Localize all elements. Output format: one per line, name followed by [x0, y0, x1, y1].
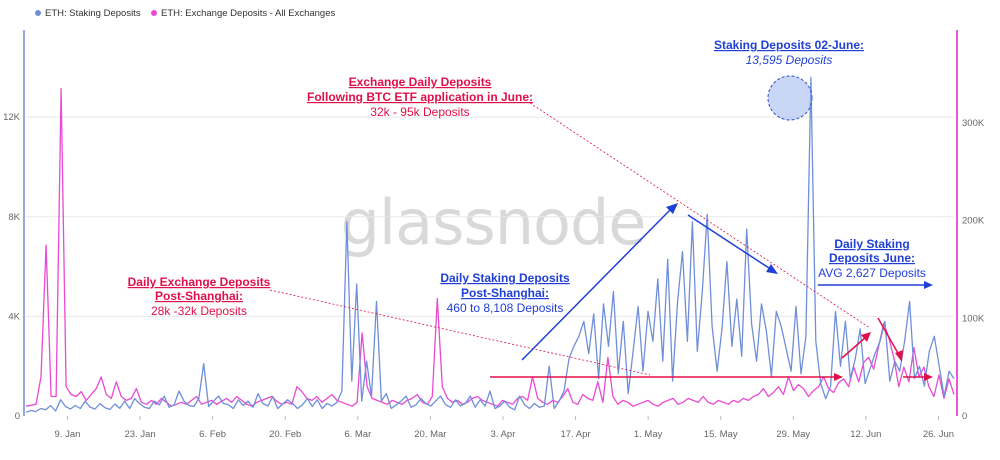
peak-highlight-circle [767, 75, 813, 121]
left-axis: 0 4K 8K 12K [3, 30, 25, 422]
x-tick-label: 1. May [634, 429, 663, 440]
x-tick-label: 6. Mar [344, 429, 371, 440]
series-layer [25, 76, 955, 413]
x-tick-label: 20. Mar [414, 429, 446, 440]
annotation-staking-june-title-1: Daily Staking [834, 237, 909, 251]
series-line-exchange-deposits [25, 87, 955, 407]
x-tick-label: 26. Jun [923, 429, 954, 440]
annotation-exchange-june-title-1: Exchange Daily Deposits [349, 75, 492, 89]
arrow-exchange-up-head [861, 332, 871, 342]
x-tick-label: 9. Jan [55, 429, 81, 440]
annotation-exchange-june: Exchange Daily Deposits Following BTC ET… [307, 75, 533, 119]
annotation-exchange-shanghai-title-1: Daily Exchange Deposits [128, 275, 271, 289]
arrow-exchange-end-head [924, 373, 933, 381]
x-axis: 9. Jan 23. Jan 6. Feb 20. Feb 6. Mar 20. Mar 3… [55, 416, 954, 440]
arrow-staking-down-head [766, 264, 778, 274]
annotation-exchange-shanghai-sub: 28k -32k Deposits [151, 304, 247, 318]
y-left-tick-label: 8K [8, 212, 20, 223]
arrow-staking-down [687, 214, 773, 271]
legend-swatch-exchange [151, 10, 157, 16]
y-left-tick-label: 0 [15, 411, 20, 422]
annotation-exchange-shanghai-title-2: Post-Shanghai: [155, 289, 243, 303]
watermark: glassnode [341, 186, 646, 259]
x-tick-label: 29. May [776, 429, 810, 440]
annotation-exchange-june-sub: 32k - 95k Deposits [370, 105, 469, 119]
x-tick-label: 17. Apr [560, 429, 590, 440]
x-tick-label: 3. Apr [491, 429, 516, 440]
x-tick-label: 20. Feb [269, 429, 301, 440]
legend-label-exchange: ETH: Exchange Deposits - All Exchanges [161, 8, 336, 19]
series-line-staking-deposits [25, 76, 955, 413]
annotation-graphics [269, 75, 933, 381]
right-axis: 0 100K 200K 300K [956, 30, 985, 422]
legend-swatch-staking [35, 10, 41, 16]
annotation-staking-shanghai: Daily Staking Deposits Post-Shanghai: 46… [440, 271, 570, 315]
annotation-staking-peak: Staking Deposits 02-June: 13,595 Deposit… [714, 38, 864, 67]
x-tick-label: 12. Jun [850, 429, 881, 440]
y-right-tick-label: 300K [962, 118, 985, 129]
arrow-exchange-flat-head [834, 373, 843, 381]
annotation-staking-june-title-2: Deposits June: [829, 251, 915, 265]
annotation-staking-shanghai-title-1: Daily Staking Deposits [440, 271, 570, 285]
annotation-exchange-shanghai: Daily Exchange Deposits Post-Shanghai: 2… [128, 275, 271, 318]
legend: ETH: Staking Deposits ETH: Exchange Depo… [35, 8, 336, 19]
annotation-staking-june: Daily Staking Deposits June: AVG 2,627 D… [818, 237, 926, 280]
y-right-tick-label: 200K [962, 216, 985, 227]
x-tick-label: 15. May [704, 429, 738, 440]
arrow-staking-june-head [924, 281, 933, 289]
annotation-staking-june-sub: AVG 2,627 Deposits [818, 266, 926, 280]
arrow-staking-up-head [666, 203, 678, 214]
annotation-staking-shanghai-sub: 460 to 8,108 Deposits [447, 301, 564, 315]
annotation-staking-shanghai-title-2: Post-Shanghai: [461, 286, 549, 300]
y-left-tick-label: 12K [3, 112, 21, 123]
annotation-staking-peak-title: Staking Deposits 02-June: [714, 38, 864, 52]
x-tick-label: 6. Feb [199, 429, 226, 440]
arrow-exchange-up [841, 336, 867, 359]
arrow-exchange-down-head [895, 350, 903, 362]
y-right-tick-label: 100K [962, 313, 985, 324]
y-right-tick-label: 0 [962, 411, 967, 422]
pointer-line-exchange-shanghai [269, 289, 651, 376]
x-tick-label: 23. Jan [124, 429, 155, 440]
legend-label-staking: ETH: Staking Deposits [45, 8, 141, 19]
arrow-staking-up [521, 207, 673, 361]
y-left-tick-label: 4K [8, 311, 20, 322]
annotation-staking-peak-sub: 13,595 Deposits [746, 53, 833, 67]
annotation-exchange-june-title-2: Following BTC ETF application in June: [307, 90, 533, 104]
arrow-exchange-down [877, 317, 900, 356]
